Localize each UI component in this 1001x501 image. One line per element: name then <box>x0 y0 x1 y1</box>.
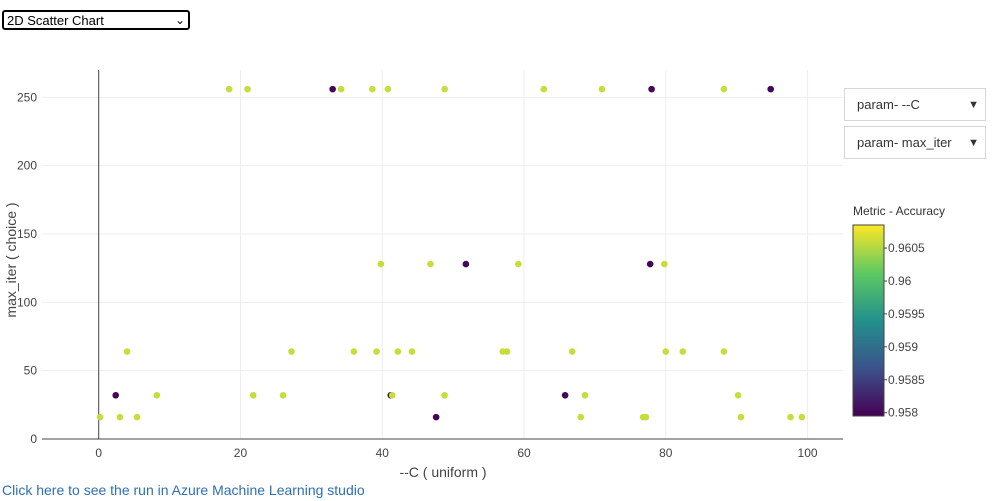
scatter-point <box>648 85 655 93</box>
x-axis-label: --C ( uniform ) <box>399 464 486 480</box>
scatter-point <box>679 348 687 355</box>
chart-axes: 0 20 40 60 80 100 0 50 100 150 200 250 <box>17 70 843 460</box>
scatter-point <box>561 391 569 399</box>
param-c-dropdown-label: param- --C <box>857 97 920 112</box>
x-tick-label: 0 <box>95 446 102 460</box>
scatter-point <box>123 348 131 355</box>
scatter-point <box>329 85 336 93</box>
scatter-point <box>661 260 668 268</box>
scatter-point <box>427 260 434 268</box>
chart-type-select[interactable]: 2D Scatter Chart ⌄ <box>2 10 190 30</box>
scatter-point <box>432 413 440 421</box>
scatter-point <box>787 413 794 421</box>
scatter-point <box>577 413 585 421</box>
scatter-point <box>598 85 606 93</box>
scatter-point <box>369 85 376 93</box>
triangle-down-icon: ▼ <box>968 98 979 111</box>
scatter-point <box>288 348 295 355</box>
scatter-point <box>503 348 511 355</box>
scatter-point <box>279 391 287 399</box>
x-tick-label: 100 <box>798 446 818 460</box>
chart-points <box>96 85 806 421</box>
scatter-point <box>441 391 448 399</box>
x-tick-label: 60 <box>517 446 531 460</box>
y-axis-label: max_iter ( choice ) <box>3 202 19 317</box>
colorbar-tick-label: 0.958 <box>888 406 918 420</box>
scatter-point <box>153 391 161 399</box>
scatter-point <box>388 391 396 399</box>
scatter-point <box>373 348 380 355</box>
colorbar-tick-label: 0.9595 <box>888 307 925 321</box>
x-tick-label: 80 <box>659 446 673 460</box>
scatter-point <box>249 391 257 399</box>
colorbar: 0.9605 0.96 0.9595 0.959 0.9585 0.958 <box>852 224 925 420</box>
x-tick-label: 20 <box>234 446 248 460</box>
colorbar-tick-label: 0.9585 <box>888 373 925 387</box>
triangle-down-icon: ▼ <box>968 136 979 149</box>
scatter-point <box>112 391 120 399</box>
azure-ml-studio-link[interactable]: Click here to see the run in Azure Machi… <box>2 482 365 498</box>
param-c-dropdown[interactable]: param- --C ▼ <box>844 88 986 121</box>
y-tick-label: 0 <box>30 432 37 446</box>
scatter-point <box>350 348 358 355</box>
scatter-point <box>244 85 251 93</box>
x-tick-label: 40 <box>376 446 390 460</box>
scatter-point <box>394 348 402 355</box>
colorbar-title: Metric - Accuracy <box>853 204 946 218</box>
scatter-point <box>540 85 548 93</box>
scatter-point <box>515 260 522 268</box>
scatter-point <box>720 348 728 355</box>
scatter-point <box>568 348 576 355</box>
scatter-point <box>737 413 745 421</box>
colorbar-gradient <box>852 224 885 417</box>
scatter-point <box>377 260 385 268</box>
colorbar-tick-label: 0.96 <box>888 274 912 288</box>
scatter-point <box>581 391 589 399</box>
param-max-iter-dropdown[interactable]: param- max_iter ▼ <box>844 126 986 159</box>
colorbar-tick-label: 0.959 <box>888 340 918 354</box>
y-tick-label: 200 <box>17 159 37 173</box>
scatter-point <box>133 413 141 421</box>
scatter-point <box>720 85 728 93</box>
y-tick-label: 250 <box>17 90 37 104</box>
y-tick-label: 50 <box>24 364 38 378</box>
scatter-point <box>225 85 233 93</box>
colorbar-tick-label: 0.9605 <box>888 241 925 255</box>
scatter-point <box>462 260 470 268</box>
scatter-point <box>798 413 806 421</box>
param-max-iter-dropdown-label: param- max_iter <box>857 135 952 150</box>
chevron-down-icon: ⌄ <box>174 13 185 27</box>
chart-type-select-value: 2D Scatter Chart <box>7 12 104 28</box>
scatter-point <box>116 413 124 421</box>
scatter-point <box>384 85 392 93</box>
y-tick-label: 100 <box>17 295 37 309</box>
scatter-point <box>642 413 650 421</box>
y-tick-label: 150 <box>17 227 37 241</box>
scatter-point <box>767 85 774 93</box>
chart-grid <box>42 70 843 439</box>
scatter-point <box>337 85 345 93</box>
scatter-point <box>96 413 104 421</box>
scatter-point <box>734 391 742 399</box>
scatter-point <box>662 348 670 355</box>
scatter-point <box>441 85 448 93</box>
scatter-point <box>408 348 416 355</box>
scatter-point <box>646 260 654 268</box>
